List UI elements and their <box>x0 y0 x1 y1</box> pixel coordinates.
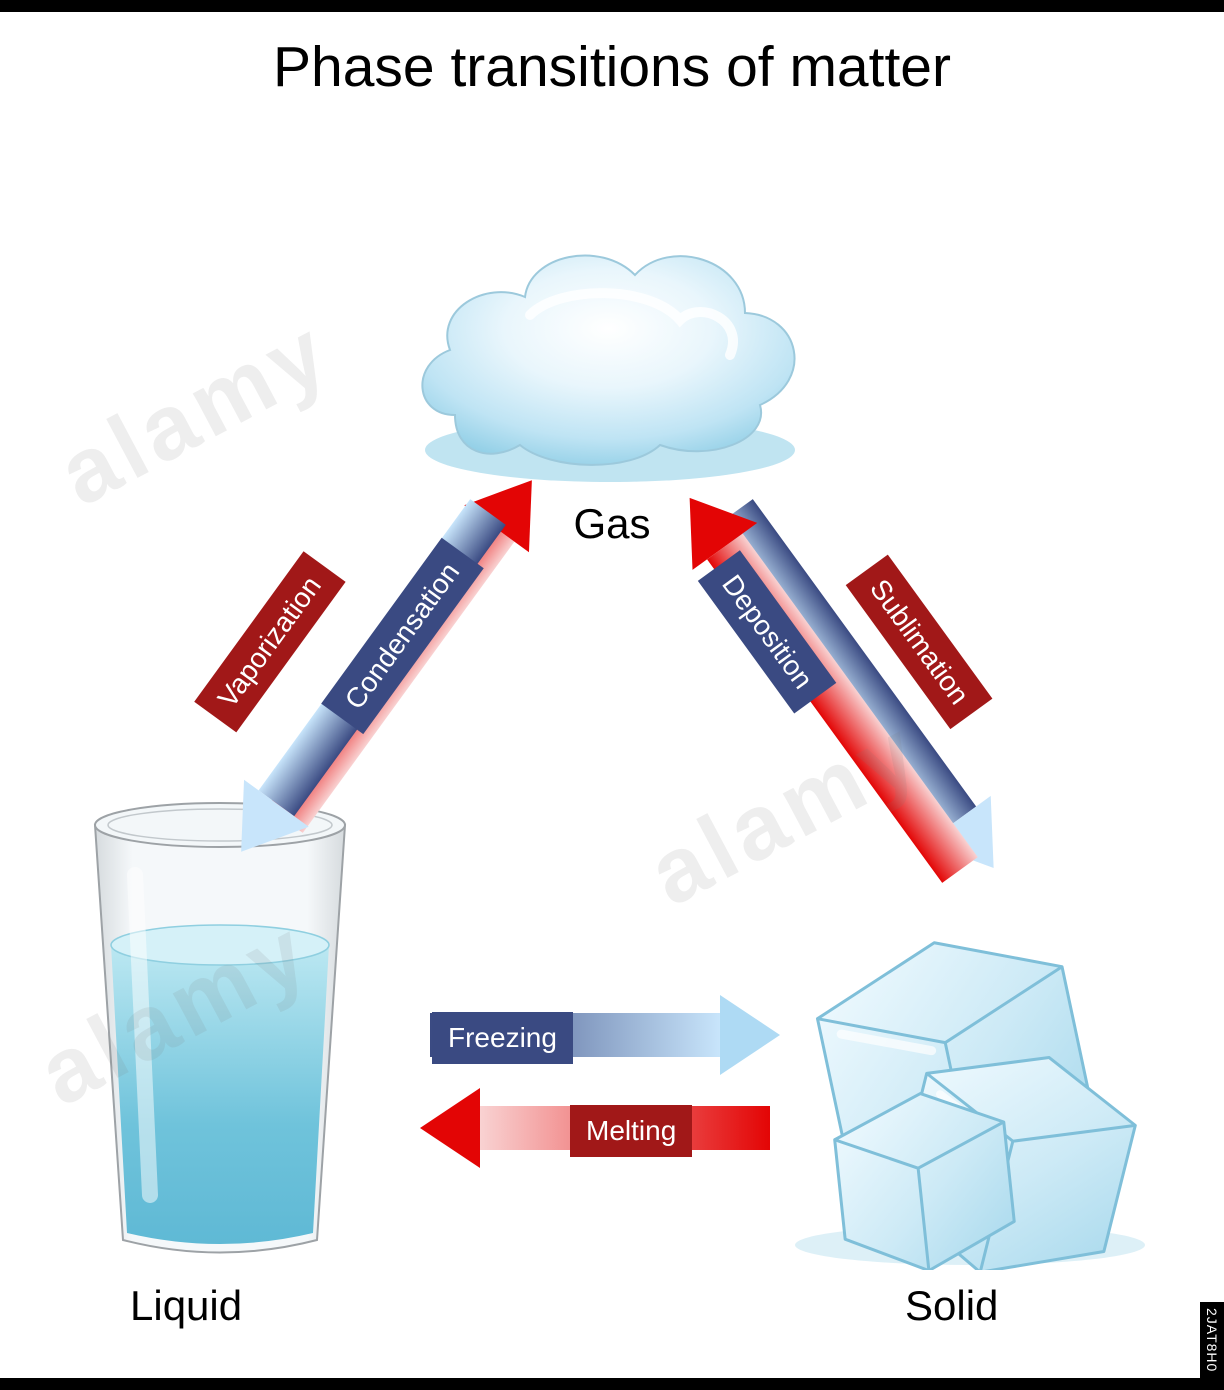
process-condensation: Condensation <box>321 538 483 734</box>
process-freezing: Freezing <box>432 1012 573 1064</box>
page-title: Phase transitions of matter <box>273 34 951 100</box>
liquid-label: Liquid <box>130 1282 242 1330</box>
solid-label: Solid <box>905 1282 998 1330</box>
watermark-code: 2JAT8H0 <box>1200 1302 1224 1378</box>
gas-cloud-icon <box>400 205 820 485</box>
gas-label: Gas <box>573 500 650 548</box>
process-melting: Melting <box>570 1105 692 1157</box>
solid-ice-icon <box>775 900 1165 1270</box>
frame-border-bottom <box>0 1378 1224 1390</box>
process-deposition: Deposition <box>698 550 837 713</box>
frame-border-top <box>0 0 1224 12</box>
watermark-text: alamy <box>632 698 938 927</box>
watermark-text: alamy <box>42 298 348 527</box>
process-sublimation: Sublimation <box>846 555 993 730</box>
liquid-glass-icon <box>75 795 365 1265</box>
